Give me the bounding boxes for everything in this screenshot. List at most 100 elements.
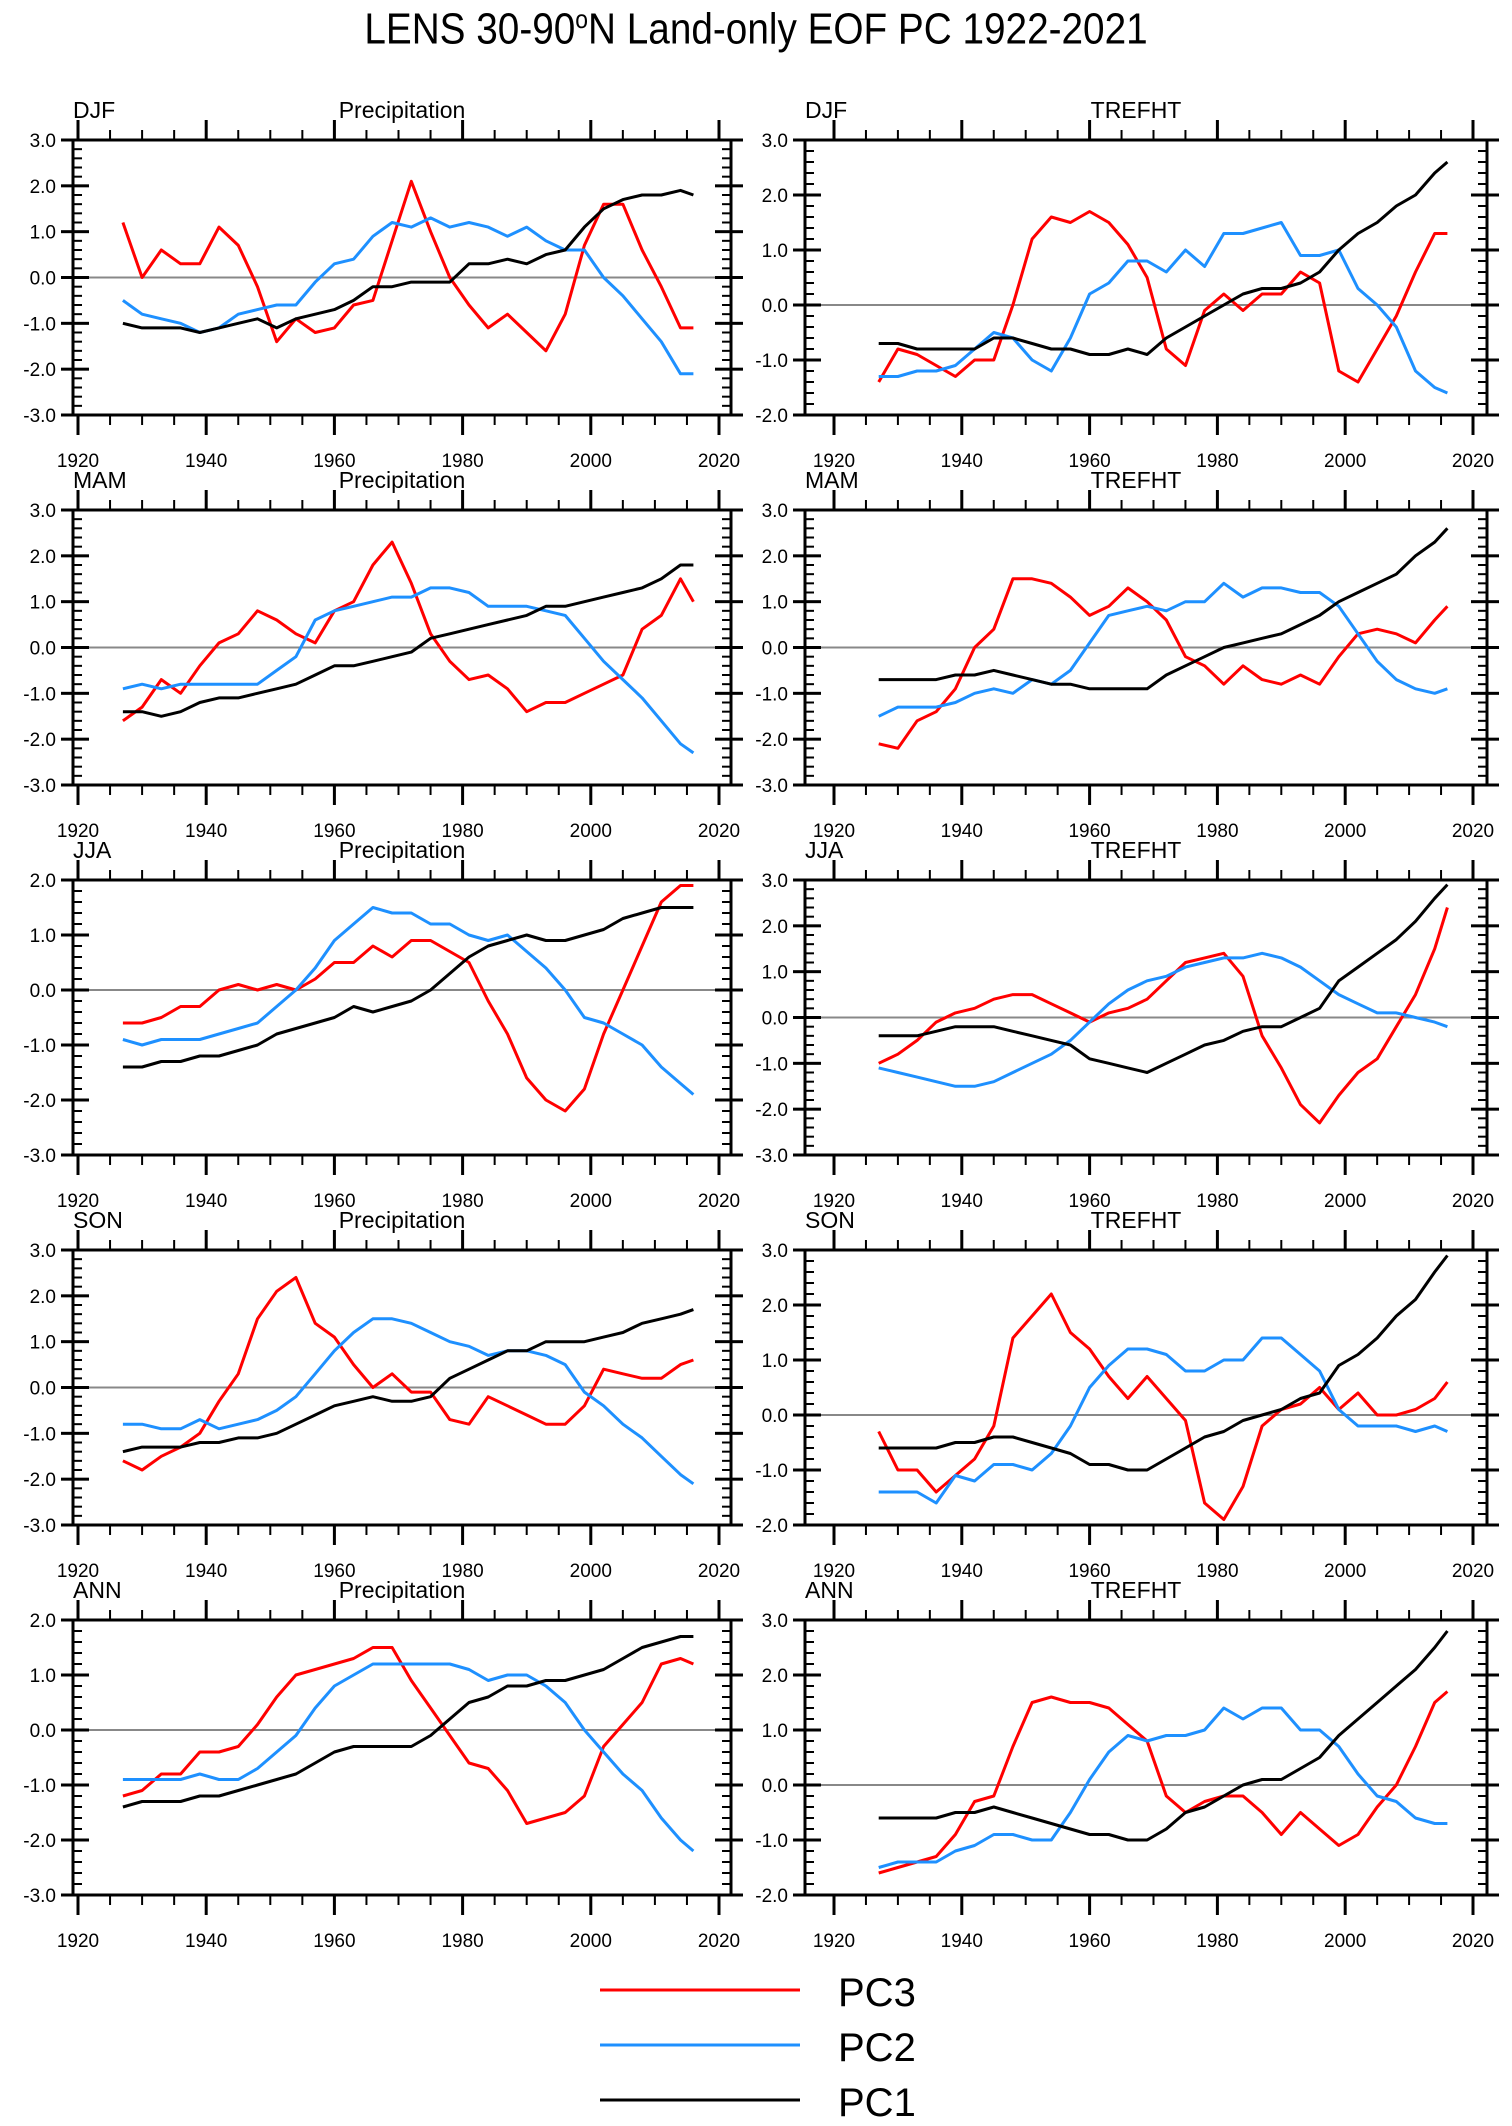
- panel-variable-title: Precipitation: [339, 97, 466, 123]
- y-tick-label: 0.0: [30, 269, 56, 290]
- y-tick-label: 0.0: [30, 639, 56, 660]
- plot-frame: [803, 1248, 1489, 1527]
- x-tick-label: 1980: [441, 451, 483, 472]
- x-tick-label: 1920: [813, 451, 855, 472]
- x-tick-label: 1940: [185, 1561, 227, 1582]
- y-tick-label: 2.0: [762, 1296, 788, 1317]
- panel-season-label: MAM: [805, 467, 859, 493]
- y-tick-label: 1.0: [762, 1721, 788, 1742]
- series-line-pc1: [122, 1635, 694, 1809]
- series-line-pc2: [878, 581, 1448, 718]
- series-line-pc2: [122, 1317, 695, 1486]
- y-tick-label: 0.0: [30, 1721, 56, 1742]
- series-line-pc3: [877, 210, 1448, 384]
- plot-frame: [71, 878, 733, 1157]
- y-tick-label: 2.0: [762, 186, 788, 207]
- y-tick-label: -2.0: [23, 1470, 56, 1491]
- x-tick-label: 1940: [185, 1931, 227, 1952]
- y-tick-label: -2.0: [755, 1886, 788, 1907]
- y-tick-label: 0.0: [762, 296, 788, 317]
- x-tick-label: 2020: [698, 1191, 740, 1212]
- y-tick-label: 3.0: [762, 501, 788, 522]
- plot-frame: [803, 878, 1489, 1157]
- panel-son-precipitation: SON Precipitation -3.0 -2.0 -1.0 0.0 1.0 2.0 3.0…: [23, 1207, 743, 1582]
- x-tick-label: 1960: [313, 1191, 355, 1212]
- x-tick-label: 1940: [185, 1191, 227, 1212]
- x-tick-label: 2020: [698, 451, 740, 472]
- y-tick-label: 1.0: [762, 1351, 788, 1372]
- panel-djf-precipitation: DJF Precipitation -3.0 -2.0 -1.0 0.0 1.0 2.0 3.0…: [23, 97, 743, 472]
- y-tick-label: 1.0: [30, 223, 56, 244]
- y-tick-label: 3.0: [762, 1611, 788, 1632]
- x-tick-label: 1920: [813, 821, 855, 842]
- panel-season-label: ANN: [805, 1577, 854, 1603]
- panel-son-trefht: SON TREFHT -2.0 -1.0 0.0 1.0 2.0 3.0 1920 1940 196…: [755, 1207, 1499, 1582]
- series-line-pc1: [122, 188, 694, 334]
- x-tick-label: 1960: [1068, 1931, 1110, 1952]
- y-tick-label: 2.0: [30, 547, 56, 568]
- panel-jja-trefht: JJA TREFHT -3.0 -2.0 -1.0 0.0 1.0 2.0 3.0 1920 194…: [755, 837, 1499, 1212]
- series-line-pc2: [878, 1706, 1448, 1869]
- panel-season-label: DJF: [73, 97, 115, 123]
- plot-frame: [71, 1248, 733, 1527]
- legend-label-pc2: PC2: [838, 2026, 916, 2070]
- x-tick-label: 1920: [57, 1931, 99, 1952]
- x-tick-label: 2000: [570, 821, 612, 842]
- series-line-pc3: [878, 577, 1449, 750]
- y-tick-label: 1.0: [30, 1666, 56, 1687]
- y-tick-label: -3.0: [23, 776, 56, 797]
- panel-mam-precipitation: MAM Precipitation -3.0 -2.0 -1.0 0.0 1.0 2.0 3.0…: [23, 467, 743, 842]
- figure-title: LENS 30-90oN Land-only EOF PC 1922-2021: [364, 4, 1148, 54]
- y-tick-label: -1.0: [755, 684, 788, 705]
- x-tick-label: 1920: [57, 1191, 99, 1212]
- panel-season-label: SON: [73, 1207, 123, 1233]
- plot-frame: [803, 1618, 1489, 1897]
- panel-mam-trefht: MAM TREFHT -3.0 -2.0 -1.0 0.0 1.0 2.0 3.0 1920 194…: [755, 467, 1499, 842]
- y-tick-label: 2.0: [30, 1611, 56, 1632]
- y-tick-label: -2.0: [23, 730, 56, 751]
- y-tick-label: -2.0: [755, 1516, 788, 1537]
- panel-season-label: SON: [805, 1207, 855, 1233]
- y-tick-label: -2.0: [23, 1091, 56, 1112]
- plot-frame: [71, 138, 733, 417]
- series-line-pc2: [878, 1336, 1448, 1505]
- x-tick-label: 2020: [1452, 451, 1494, 472]
- y-tick-label: 2.0: [762, 1666, 788, 1687]
- series-line-pc2: [122, 1662, 695, 1853]
- y-tick-label: -2.0: [755, 730, 788, 751]
- x-tick-label: 2000: [1324, 1561, 1366, 1582]
- series-line-pc3: [121, 179, 694, 353]
- y-tick-label: 0.0: [762, 1406, 788, 1427]
- x-tick-label: 1980: [441, 1931, 483, 1952]
- series-line-pc2: [122, 906, 695, 1096]
- y-tick-label: 0.0: [30, 1379, 56, 1400]
- x-tick-label: 1960: [1068, 1191, 1110, 1212]
- series-line-pc1: [878, 1630, 1449, 1842]
- x-tick-label: 1960: [313, 451, 355, 472]
- y-tick-label: 3.0: [762, 871, 788, 892]
- y-tick-label: 2.0: [30, 871, 56, 892]
- panel-variable-title: TREFHT: [1091, 467, 1182, 493]
- y-tick-label: -1.0: [23, 1036, 56, 1057]
- x-tick-label: 1920: [813, 1191, 855, 1212]
- panel-season-label: DJF: [805, 97, 847, 123]
- series-line-pc3: [877, 1292, 1449, 1521]
- panel-ann-trefht: ANN TREFHT -2.0 -1.0 0.0 1.0 2.0 3.0 1920 1940 196…: [755, 1577, 1499, 1952]
- series-line-pc2: [122, 216, 694, 376]
- y-tick-label: 2.0: [30, 1287, 56, 1308]
- y-tick-label: -1.0: [23, 1776, 56, 1797]
- x-tick-label: 2000: [570, 1191, 612, 1212]
- series-line-pc3: [122, 540, 695, 723]
- x-tick-label: 1960: [1068, 451, 1110, 472]
- x-tick-label: 1960: [313, 1931, 355, 1952]
- y-tick-label: -3.0: [23, 1516, 56, 1537]
- legend: PC3 PC2 PC1: [600, 1971, 916, 2125]
- series-line-pc1: [878, 883, 1449, 1074]
- y-tick-label: -1.0: [23, 1424, 56, 1445]
- legend-label-pc1: PC1: [838, 2081, 916, 2125]
- panel-variable-title: Precipitation: [339, 1577, 466, 1603]
- panel-season-label: JJA: [73, 837, 112, 863]
- x-tick-label: 2000: [1324, 1191, 1366, 1212]
- y-tick-label: -1.0: [755, 1461, 788, 1482]
